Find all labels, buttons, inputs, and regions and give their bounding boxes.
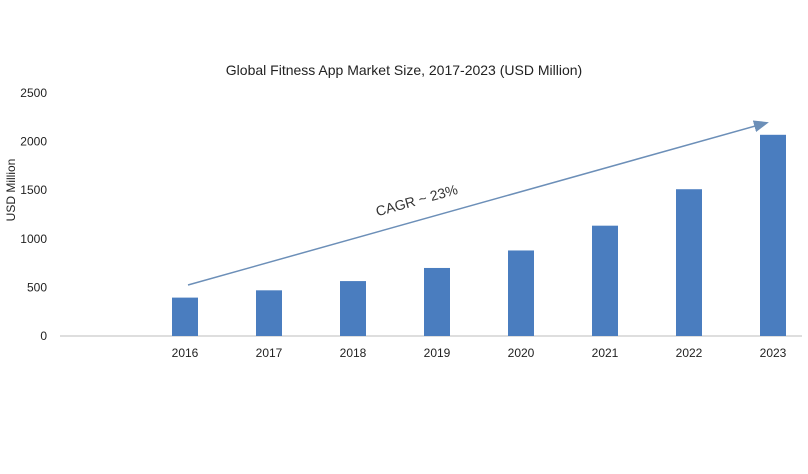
bar-2019 (424, 267, 450, 336)
chart-title: Global Fitness App Market Size, 2017-202… (225, 62, 583, 78)
y-axis-label: USD Million (4, 159, 18, 222)
x-tick-label: 2016 (172, 346, 199, 360)
bar-2022 (676, 189, 702, 336)
y-tick-label: 1500 (20, 183, 47, 197)
x-tick-label: 2020 (508, 346, 535, 360)
bars (172, 134, 786, 336)
bar-2021 (592, 225, 618, 336)
bar-2020 (508, 250, 534, 336)
cagr-arrow (187, 120, 769, 286)
y-tick-label: 1000 (20, 232, 47, 246)
x-tick-label: 2023 (760, 346, 787, 360)
y-tick-label: 500 (27, 280, 47, 294)
y-tick-label: 2000 (20, 135, 47, 149)
x-tick-label: 2021 (592, 346, 619, 360)
x-tick-label: 2019 (424, 346, 451, 360)
y-axis-ticks: 0 500 1000 1500 2000 2500 (20, 86, 47, 343)
x-axis-ticks: 2016 2017 2018 2019 2020 2021 2022 2023 (172, 346, 787, 360)
x-tick-label: 2017 (256, 346, 283, 360)
y-tick-label: 0 (40, 329, 47, 343)
bar-2016 (172, 297, 198, 336)
x-tick-label: 2018 (340, 346, 367, 360)
bar-2018 (340, 281, 366, 336)
bar-2023 (760, 134, 786, 336)
y-tick-label: 2500 (20, 86, 47, 100)
x-tick-label: 2022 (676, 346, 703, 360)
bar-2017 (256, 290, 282, 336)
cagr-annotation: CAGR ~ 23% (374, 181, 460, 219)
